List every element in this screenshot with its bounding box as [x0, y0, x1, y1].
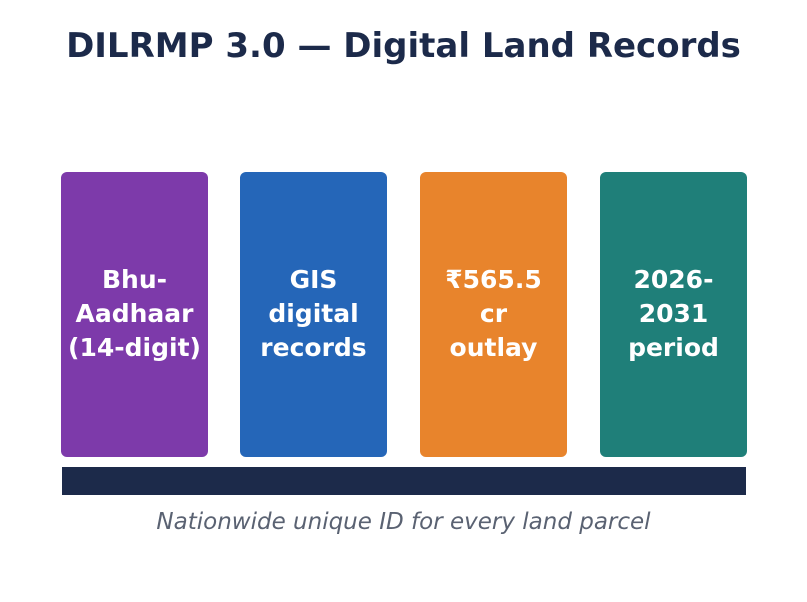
page-title: DILRMP 3.0 — Digital Land Records: [66, 26, 741, 66]
caption: Nationwide unique ID for every land parc…: [156, 509, 651, 535]
card-gis-records-label: GIS digital records: [260, 264, 367, 362]
card-outlay-label: ₹565.5 cr outlay: [445, 264, 542, 362]
card-period-label: 2026- 2031 period: [628, 264, 719, 362]
card-bhu-aadhaar-label: Bhu- Aadhaar (14-digit): [68, 264, 201, 362]
card-gis-records: GIS digital records: [240, 172, 387, 457]
card-period: 2026- 2031 period: [600, 172, 747, 457]
base-bar: [62, 467, 746, 495]
card-outlay: ₹565.5 cr outlay: [420, 172, 567, 457]
card-bhu-aadhaar: Bhu- Aadhaar (14-digit): [61, 172, 208, 457]
